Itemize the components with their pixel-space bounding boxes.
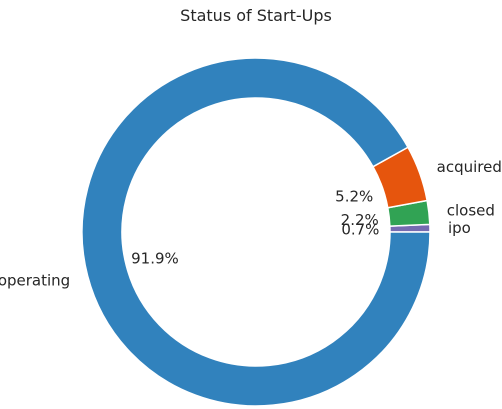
percent-label-ipo: 0.7% [341, 221, 379, 239]
percent-labels: 0.7%2.2% 5.2% 91.9% [131, 188, 379, 268]
percent-label-operating: 91.9% [131, 249, 179, 267]
category-label-acquired: acquired [437, 158, 502, 176]
chart-title: Status of Start-Ups [180, 6, 332, 25]
category-label-operating: operating [0, 271, 70, 289]
percent-label-acquired: 5.2% [335, 188, 373, 206]
slice-operating [81, 57, 431, 407]
percent-label-closed: 2.2% [341, 211, 379, 229]
category-label-closed: closed [447, 201, 495, 219]
category-label-ipo: ipo [448, 219, 471, 237]
donut-slices [81, 57, 431, 407]
